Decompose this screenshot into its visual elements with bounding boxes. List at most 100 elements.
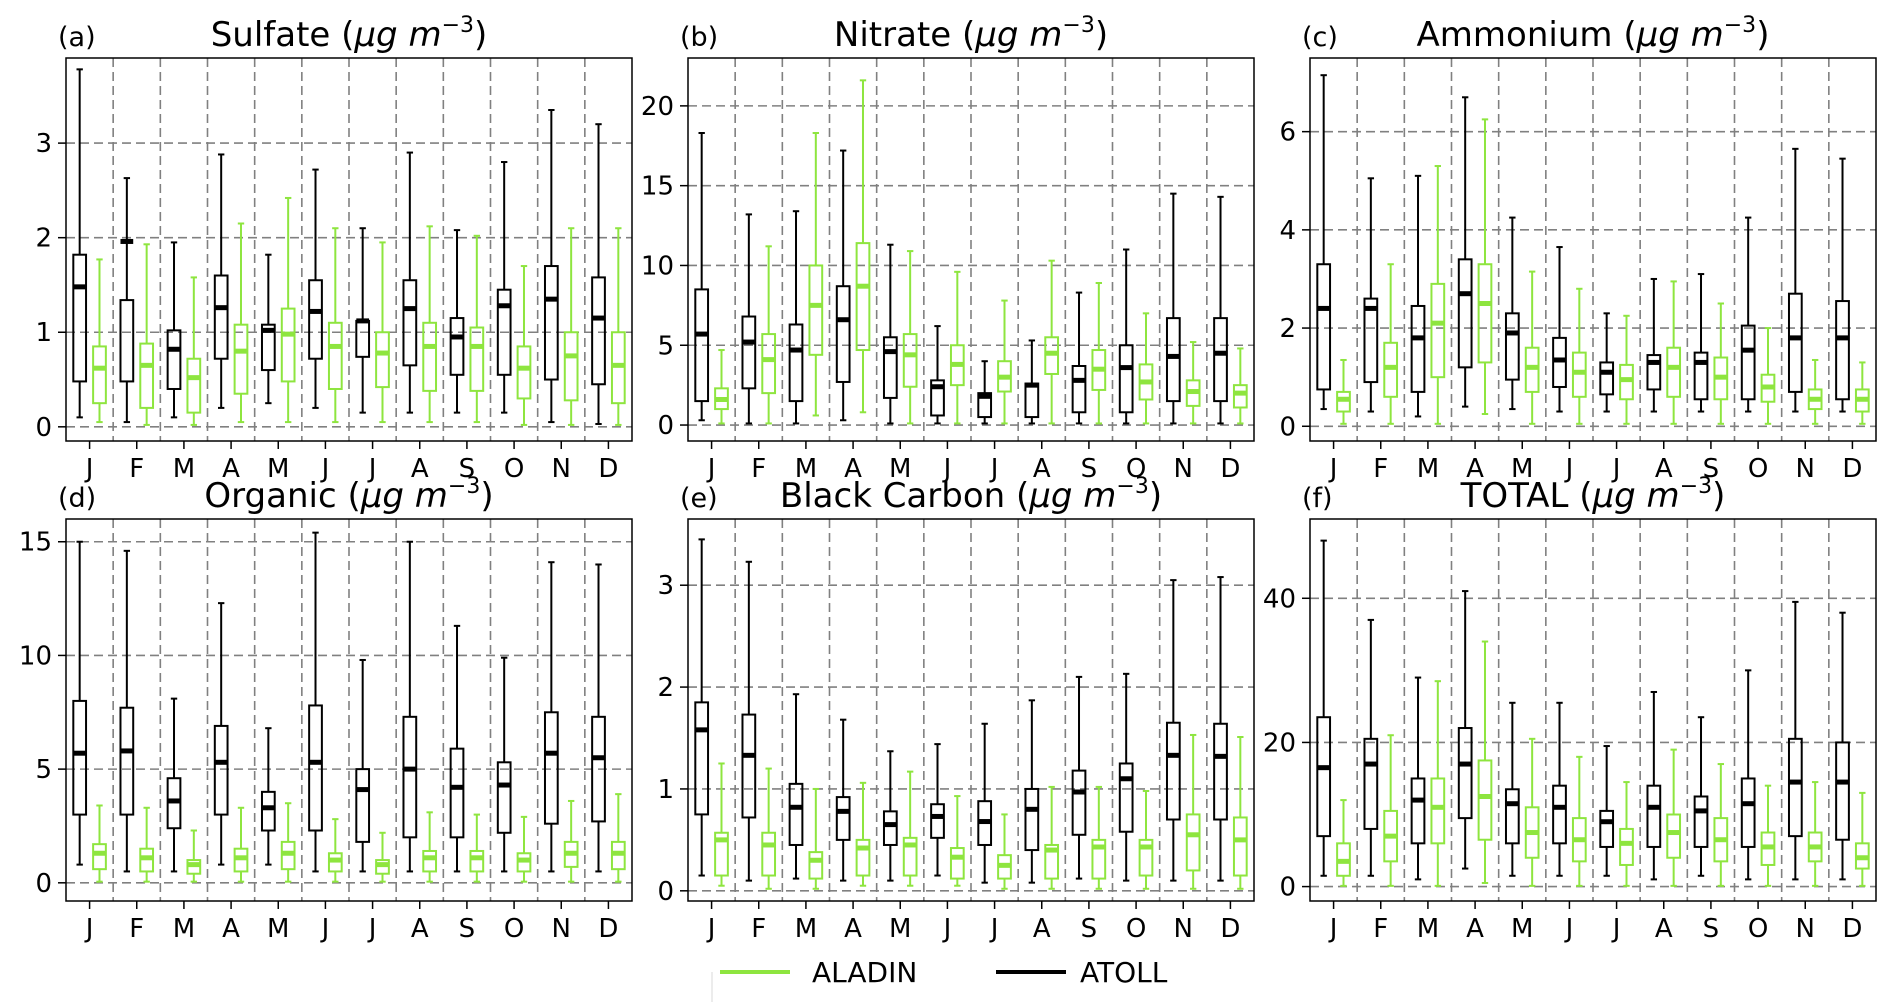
atoll-box-F [741,560,757,882]
atoll-box-M [1410,676,1426,881]
iqr-box [496,761,512,834]
aladin-box-F [139,243,155,426]
y-tick-label: 5 [657,331,674,361]
x-tick-label: M [795,914,817,944]
aladin-box-N [1807,781,1823,887]
panel-title: TOTAL (μg m−3) [1460,474,1726,516]
iqr-box [1071,769,1087,836]
aladin-box-A [1666,280,1682,425]
atoll-box-J [308,168,323,409]
iqr-box [280,307,296,383]
x-tick-label: J [1611,454,1621,484]
aladin-box-M [902,770,918,887]
aladin-box-J [949,795,965,887]
aladin-box-N [563,227,579,426]
atoll-box-A [1646,690,1662,881]
iqr-box [1363,737,1379,830]
x-tick-label: J [1611,914,1621,944]
iqr-box [1430,777,1446,845]
iqr-box [92,843,107,871]
iqr-box [1165,721,1181,821]
aladin-box-S [469,234,485,424]
iqr-box [1477,759,1493,841]
iqr-box [449,747,465,839]
aladin-box-M [186,276,202,426]
iqr-box [591,715,606,823]
iqr-box [1430,282,1446,379]
y-tick-label: 2 [35,224,52,254]
axes-frame [65,57,633,442]
atoll-box-M [882,243,898,425]
x-tick-label: F [129,914,144,944]
iqr-box [496,288,512,376]
iqr-box [1504,788,1520,845]
iqr-box [260,323,276,372]
axes-frame [1309,518,1877,902]
y-tick-label: 3 [657,571,674,601]
atoll-box-M [1504,701,1520,877]
x-tick-label: N [552,454,571,484]
iqr-box [977,392,993,419]
iqr-box [449,317,465,376]
x-tick-label: J [320,914,330,944]
atoll-box-A [213,602,229,866]
atoll-box-N [1165,579,1181,882]
iqr-box [1835,741,1850,841]
aladin-box-S [469,813,485,883]
aladin-box-S [1091,785,1107,890]
iqr-box [1599,809,1615,848]
x-tick-label: A [844,454,862,484]
atoll-box-A [402,540,418,873]
x-tick-label: M [267,454,289,484]
x-tick-label: O [504,914,524,944]
aladin-box-A [422,811,438,883]
atoll-box-M [166,697,182,873]
y-tick-label: 0 [35,869,52,899]
atoll-box-O [1118,248,1134,425]
iqr-box [1213,317,1228,403]
legend: ALADIN ATOLL [711,956,1168,1002]
iqr-box [308,704,323,832]
atoll-box-J [1599,312,1615,413]
x-tick-label: D [598,914,618,944]
aladin-box-M [1524,737,1540,887]
x-tick-label: S [1703,454,1720,484]
iqr-box [469,326,485,392]
aladin-box-F [761,767,777,890]
aladin-box-J [375,831,390,883]
iqr-box [213,724,229,816]
aladin-box-F [761,245,777,425]
panel-label: (c) [1302,22,1338,53]
panel-title: Black Carbon (μg m−3) [780,474,1162,516]
iqr-box [855,242,871,352]
iqr-box [1477,263,1493,364]
iqr-box [1232,816,1248,877]
atoll-box-S [1071,675,1087,880]
panel-label: (f) [1302,483,1333,514]
x-tick-label: M [173,914,195,944]
y-tick-label: 6 [1279,118,1296,148]
y-tick-label: 5 [35,755,52,785]
aladin-box-J [92,258,107,424]
x-tick-label: O [1748,454,1768,484]
atoll-box-S [449,229,465,414]
aladin-box-O [516,815,532,883]
atoll-box-M [1504,216,1520,411]
iqr-box [788,323,804,403]
y-tick-label: 0 [1279,873,1296,903]
x-tick-label: A [1466,454,1484,484]
iqr-box [1646,354,1662,391]
atoll-box-A [1457,590,1473,870]
x-tick-label: S [1081,914,1098,944]
iqr-box [355,319,371,358]
iqr-box [761,831,777,877]
y-tick-label: 1 [35,318,52,348]
aladin-box-A [855,781,871,887]
aladin-box-O [1138,312,1154,425]
iqr-box [1787,737,1803,838]
atoll-box-A [835,718,851,882]
y-tick-label: 2 [1279,314,1296,344]
aladin-box-J [1619,314,1634,425]
y-tick-label: 10 [19,641,52,671]
